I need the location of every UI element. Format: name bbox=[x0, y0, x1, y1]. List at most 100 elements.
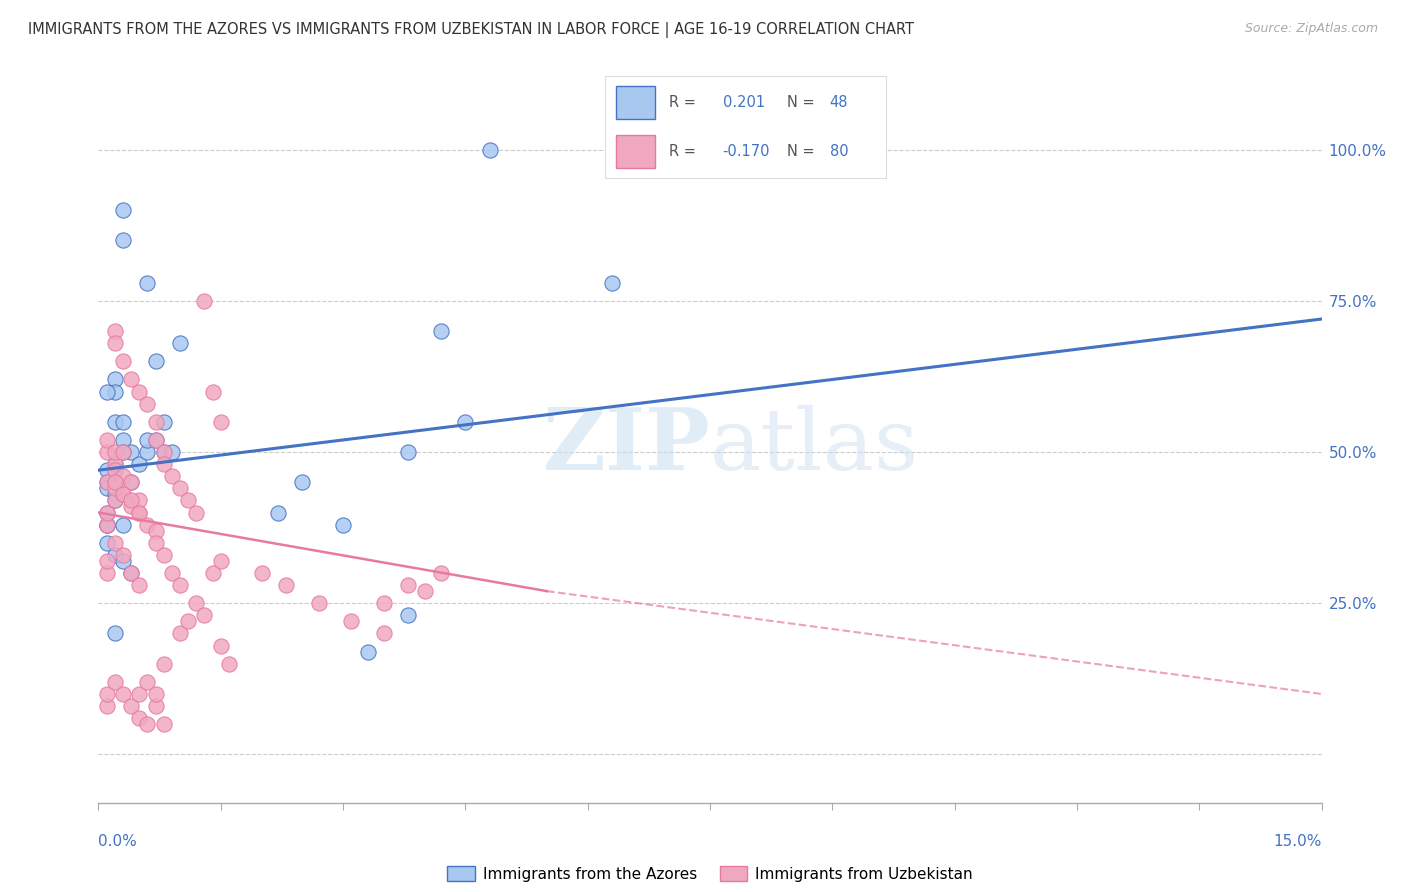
Point bbox=[111, 469, 134, 483]
Point bbox=[177, 615, 200, 629]
Point bbox=[96, 517, 118, 532]
Point bbox=[96, 433, 118, 447]
Point bbox=[267, 506, 290, 520]
Text: N =: N = bbox=[787, 95, 820, 110]
Point bbox=[160, 445, 183, 459]
Point bbox=[332, 517, 354, 532]
Point bbox=[96, 699, 118, 714]
Point bbox=[104, 457, 127, 471]
Point bbox=[128, 493, 150, 508]
Point bbox=[104, 384, 127, 399]
Point bbox=[120, 372, 142, 386]
Point bbox=[201, 384, 224, 399]
Point bbox=[152, 415, 174, 429]
Point bbox=[104, 372, 127, 386]
Point bbox=[128, 578, 150, 592]
Point bbox=[291, 475, 314, 490]
Point bbox=[209, 554, 232, 568]
Point bbox=[209, 639, 232, 653]
Point bbox=[218, 657, 240, 671]
Text: atlas: atlas bbox=[710, 404, 920, 488]
Point bbox=[373, 596, 395, 610]
Point bbox=[430, 566, 453, 580]
Point bbox=[96, 445, 118, 459]
Point bbox=[128, 687, 150, 701]
Point bbox=[120, 475, 142, 490]
Text: 48: 48 bbox=[830, 95, 848, 110]
Point bbox=[96, 475, 118, 490]
Point bbox=[160, 469, 183, 483]
Point bbox=[120, 699, 142, 714]
Point bbox=[104, 535, 127, 549]
Point bbox=[104, 487, 127, 501]
Point bbox=[104, 463, 127, 477]
Point bbox=[96, 517, 118, 532]
Point bbox=[186, 596, 208, 610]
Point bbox=[128, 457, 150, 471]
Bar bbox=[616, 136, 655, 168]
Point bbox=[136, 674, 159, 689]
Point bbox=[111, 548, 134, 562]
Text: R =: R = bbox=[669, 145, 700, 160]
Point bbox=[120, 475, 142, 490]
Point bbox=[145, 433, 167, 447]
Point bbox=[104, 493, 127, 508]
Point bbox=[193, 608, 215, 623]
Point bbox=[104, 626, 127, 640]
Point bbox=[96, 463, 118, 477]
Point bbox=[600, 276, 623, 290]
Point bbox=[120, 493, 142, 508]
Text: ZIP: ZIP bbox=[543, 404, 710, 488]
Point bbox=[111, 487, 134, 501]
Point bbox=[128, 506, 150, 520]
Point bbox=[104, 493, 127, 508]
Point bbox=[136, 517, 159, 532]
Point bbox=[177, 493, 200, 508]
Point bbox=[104, 415, 127, 429]
Point bbox=[152, 445, 174, 459]
Point bbox=[104, 336, 127, 351]
Point bbox=[104, 324, 127, 338]
Point bbox=[136, 397, 159, 411]
Point bbox=[145, 699, 167, 714]
Point bbox=[201, 566, 224, 580]
Point bbox=[111, 445, 134, 459]
Point bbox=[111, 433, 134, 447]
Point bbox=[104, 463, 127, 477]
Point bbox=[152, 457, 174, 471]
Point bbox=[396, 445, 419, 459]
Point bbox=[96, 687, 118, 701]
Point bbox=[145, 415, 167, 429]
Point bbox=[96, 554, 118, 568]
Point bbox=[104, 475, 127, 490]
Point bbox=[160, 566, 183, 580]
Text: 0.201: 0.201 bbox=[723, 95, 765, 110]
Point bbox=[104, 548, 127, 562]
Point bbox=[454, 415, 477, 429]
Point bbox=[104, 475, 127, 490]
Point bbox=[96, 517, 118, 532]
Text: Source: ZipAtlas.com: Source: ZipAtlas.com bbox=[1244, 22, 1378, 36]
Point bbox=[169, 481, 191, 495]
Point bbox=[111, 445, 134, 459]
Point bbox=[120, 566, 142, 580]
Point bbox=[111, 233, 134, 247]
Point bbox=[152, 445, 174, 459]
Point bbox=[145, 535, 167, 549]
Text: -0.170: -0.170 bbox=[723, 145, 770, 160]
Point bbox=[145, 354, 167, 368]
Point bbox=[169, 336, 191, 351]
Point bbox=[128, 384, 150, 399]
Point bbox=[396, 578, 419, 592]
Point bbox=[430, 324, 453, 338]
Point bbox=[152, 548, 174, 562]
Point bbox=[96, 566, 118, 580]
Point bbox=[145, 524, 167, 538]
Point bbox=[136, 433, 159, 447]
Point bbox=[145, 433, 167, 447]
Point bbox=[340, 615, 363, 629]
Point bbox=[152, 657, 174, 671]
Point bbox=[96, 506, 118, 520]
Point bbox=[96, 506, 118, 520]
Legend: Immigrants from the Azores, Immigrants from Uzbekistan: Immigrants from the Azores, Immigrants f… bbox=[441, 860, 979, 888]
